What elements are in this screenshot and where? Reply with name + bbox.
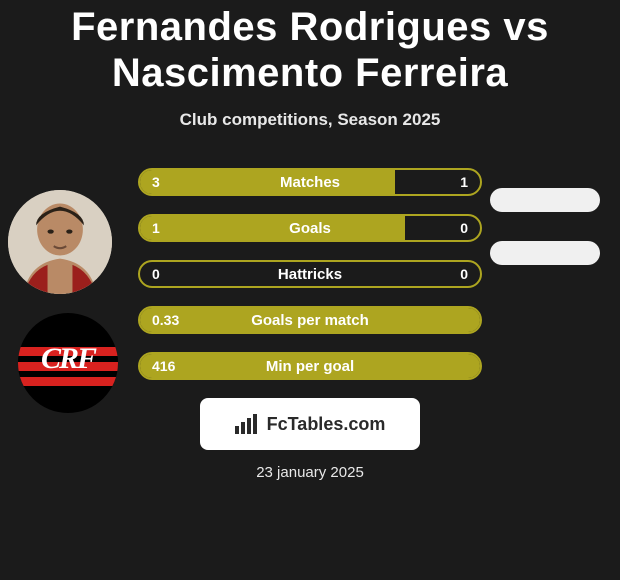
footer-date: 23 january 2025 [0, 464, 620, 481]
stat-row: 1Goals0 [138, 214, 482, 242]
stat-row: 0Hattricks0 [138, 260, 482, 288]
stat-label: Goals per match [140, 308, 480, 332]
stat-label: Hattricks [140, 262, 480, 286]
stat-row: 416Min per goal [138, 352, 482, 380]
chart-icon [235, 414, 259, 434]
stat-rows: 3Matches11Goals00Hattricks00.33Goals per… [138, 168, 482, 380]
stat-label: Min per goal [140, 354, 480, 378]
club-badge-left: CRF [18, 313, 118, 413]
stats-area: CRF 3Matches11Goals00Hattricks00.33Goals… [0, 168, 620, 380]
player-avatar-left [8, 190, 112, 294]
stat-row: 0.33Goals per match [138, 306, 482, 334]
page-title: Fernandes Rodrigues vs Nascimento Ferrei… [0, 0, 620, 96]
subtitle: Club competitions, Season 2025 [0, 110, 620, 130]
stat-value-right: 0 [460, 216, 468, 240]
club-badge-right-placeholder [490, 241, 600, 265]
footer-brand-text: FcTables.com [267, 414, 386, 435]
footer-brand-badge[interactable]: FcTables.com [200, 398, 420, 450]
stat-value-right: 0 [460, 262, 468, 286]
stat-label: Goals [140, 216, 480, 240]
stat-row: 3Matches1 [138, 168, 482, 196]
player-avatar-right-placeholder [490, 188, 600, 212]
stat-label: Matches [140, 170, 480, 194]
stat-value-right: 1 [460, 170, 468, 194]
avatar-placeholder-icon [8, 190, 112, 294]
badge-monogram: CRF [41, 342, 95, 376]
